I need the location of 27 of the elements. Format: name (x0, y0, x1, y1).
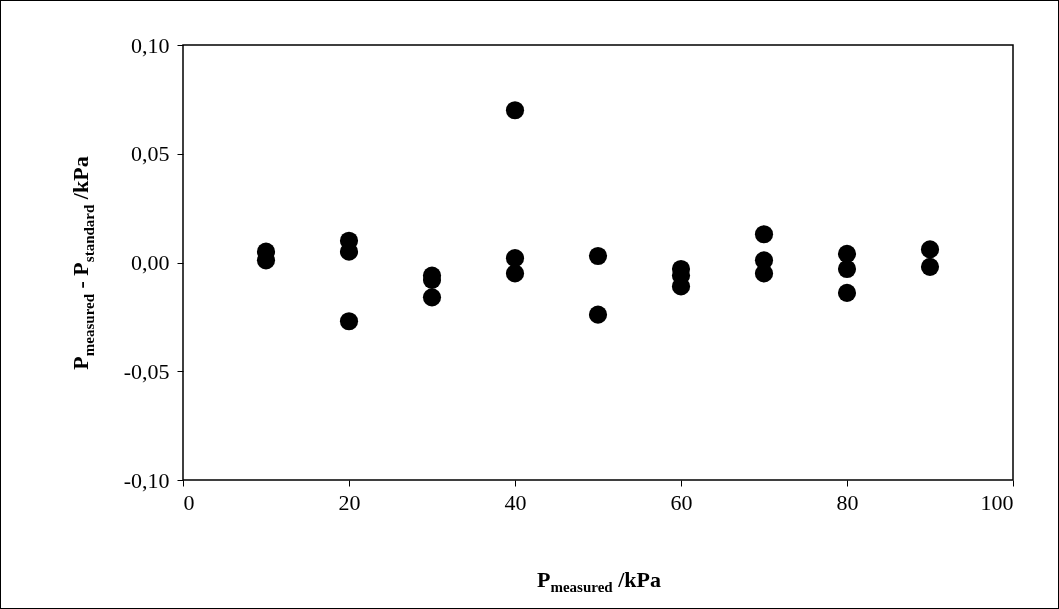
point (837, 283, 857, 303)
x-tick-label: 40 (504, 489, 527, 515)
point (837, 259, 857, 279)
y-tick-label: -0,10 (123, 467, 170, 493)
y-tick-label: 0,10 (131, 32, 170, 58)
y-tick-label: -0,05 (123, 358, 170, 384)
x-tick-label: 100 (980, 489, 1014, 515)
point (505, 101, 525, 120)
point (422, 288, 442, 307)
y-tick-label: 0,05 (131, 141, 170, 167)
point (837, 244, 857, 263)
point (588, 305, 608, 324)
x-tick-label: 0 (183, 489, 195, 515)
point (754, 225, 774, 244)
point (505, 249, 525, 268)
x-tick-label: 60 (670, 489, 693, 515)
x-tick-label: 80 (836, 489, 859, 515)
point (505, 264, 525, 283)
point (920, 257, 940, 276)
x-axis-title: P$_{measured}$ /kPa (537, 567, 661, 597)
point (588, 246, 608, 266)
x-tick-label: 20 (338, 489, 361, 515)
point (339, 242, 359, 261)
y-tick-label: 0,00 (131, 250, 170, 275)
point (339, 312, 359, 331)
point (920, 240, 940, 259)
point (754, 264, 774, 283)
